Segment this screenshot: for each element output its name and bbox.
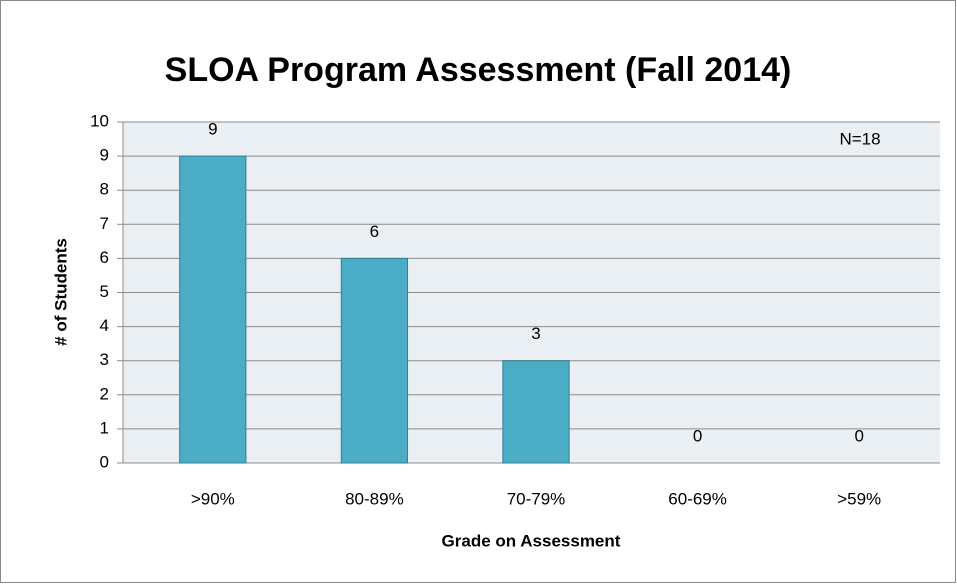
y-tick-label: 7: [100, 214, 109, 233]
y-tick-label: 6: [100, 248, 109, 267]
data-label: 0: [854, 426, 863, 445]
y-tick-label: 10: [90, 111, 109, 130]
x-tick-label: 60-69%: [668, 489, 727, 508]
y-tick-label: 8: [100, 180, 109, 199]
x-tick-label: >90%: [191, 489, 235, 508]
x-tick-label: 70-79%: [507, 489, 566, 508]
x-axis-title: Grade on Assessment: [442, 531, 621, 550]
data-label: 6: [370, 222, 379, 241]
y-tick-label: 9: [100, 146, 109, 165]
y-tick-label: 3: [100, 350, 109, 369]
x-tick-label: >59%: [837, 489, 881, 508]
data-label: 0: [693, 426, 702, 445]
annotation: N=18: [839, 129, 880, 148]
y-axis-title: # of Students: [51, 238, 70, 346]
y-tick-label: 1: [100, 418, 109, 437]
chart-title: SLOA Program Assessment (Fall 2014): [165, 51, 792, 89]
bar: [179, 155, 247, 464]
data-label: 3: [531, 324, 540, 343]
data-label: 9: [208, 120, 217, 139]
y-tick-label: 0: [100, 452, 109, 471]
y-tick-label: 2: [100, 384, 109, 403]
y-tick-label: 5: [100, 282, 109, 301]
x-tick-label: 80-89%: [345, 489, 404, 508]
bar: [502, 360, 570, 464]
y-tick-label: 4: [100, 316, 109, 335]
bar: [340, 257, 409, 464]
